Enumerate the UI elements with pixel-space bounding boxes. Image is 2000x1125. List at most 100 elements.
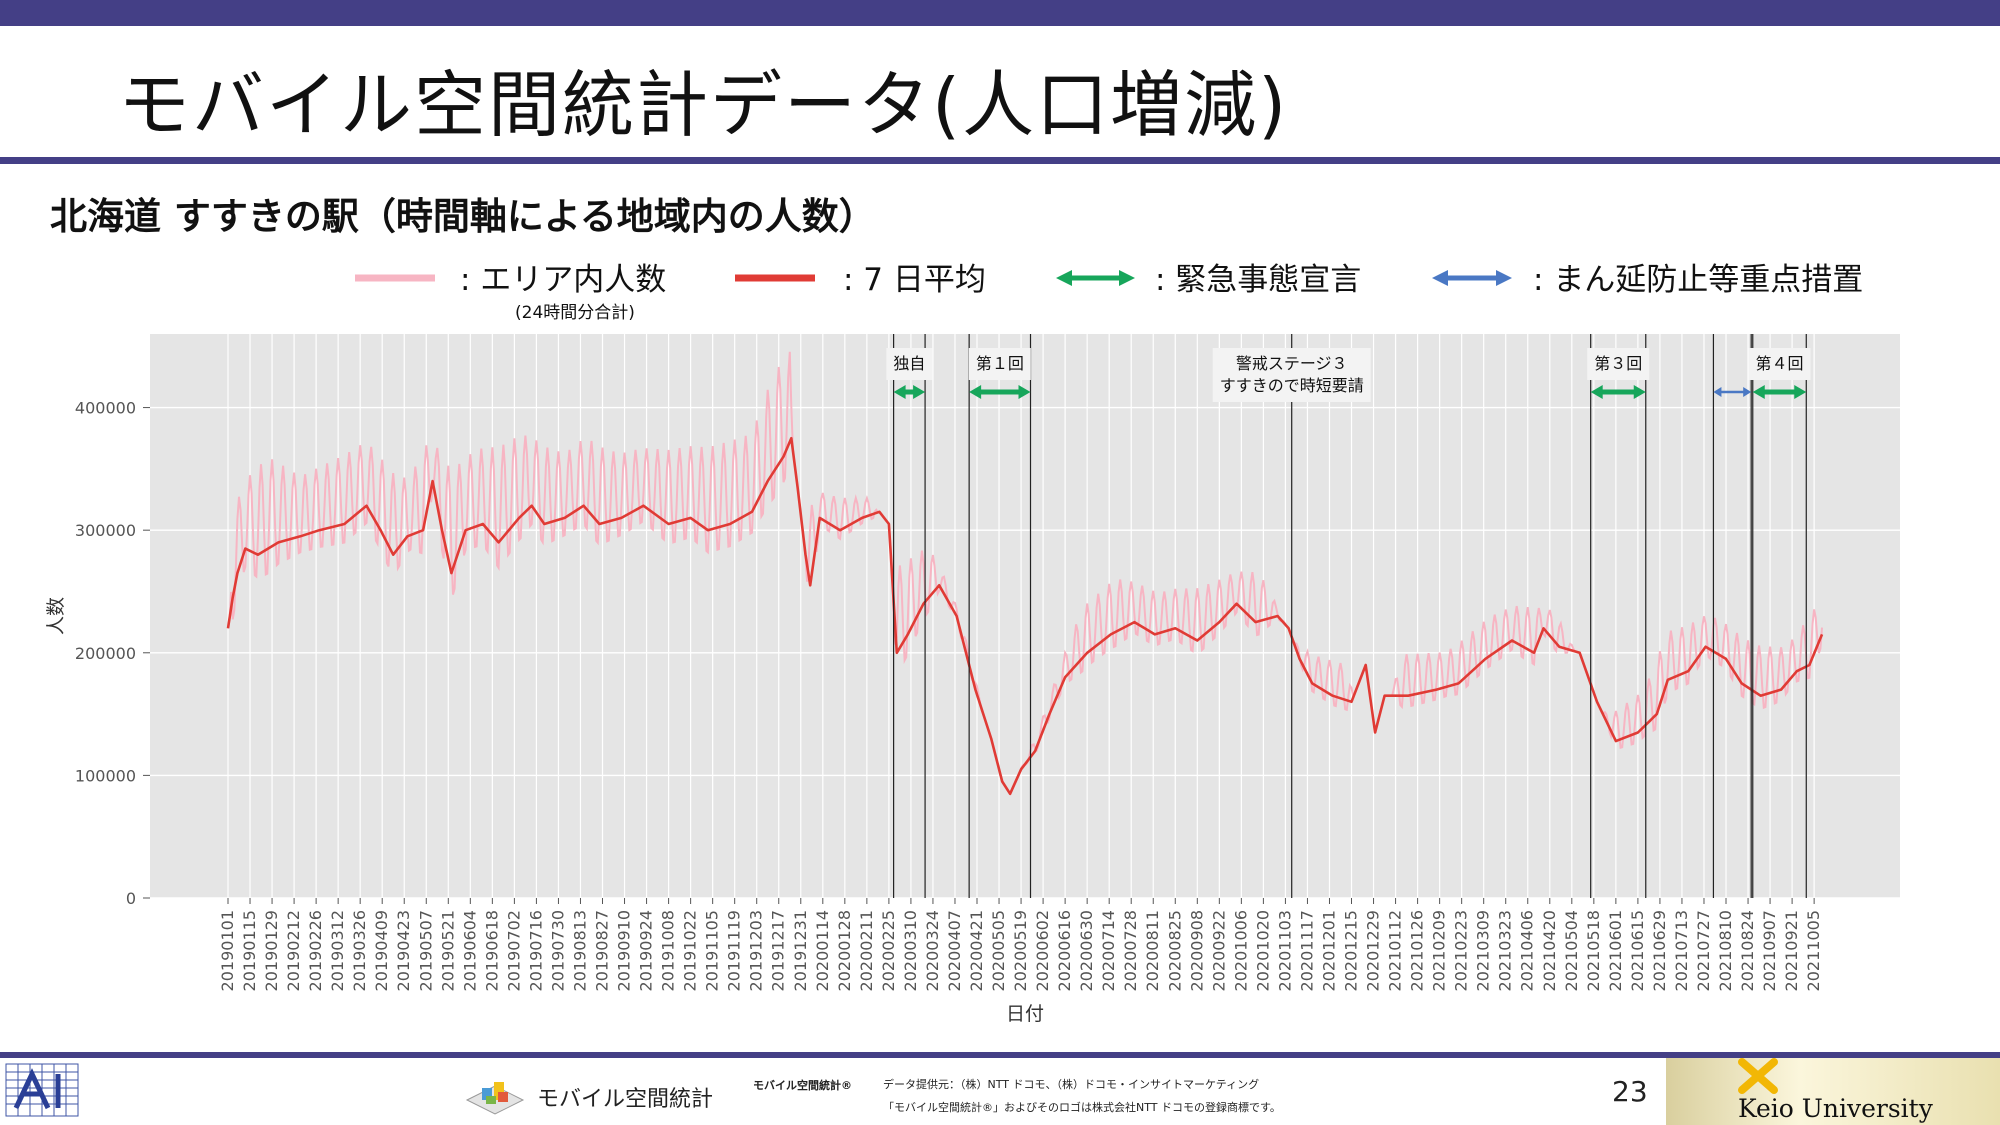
x-tick-label: 20190827 xyxy=(593,910,612,991)
x-tick-label: 20210406 xyxy=(1518,910,1537,991)
x-tick-label: 20210126 xyxy=(1408,910,1427,991)
x-axis: 20190101 20190115 20190129 20190212 20190226… xyxy=(218,898,1823,991)
mobile-logo-small-text: モバイル空間統計® xyxy=(753,1079,852,1092)
x-tick-label: 20190101 xyxy=(218,910,237,991)
x-tick-label: 20190409 xyxy=(372,910,391,991)
legend-avg-label: : 7 日平均 xyxy=(843,262,986,298)
legend-area-note: (24時間分合計) xyxy=(515,303,635,323)
x-tick-label: 20200310 xyxy=(901,910,920,991)
header-band xyxy=(0,0,2000,26)
x-tick-label: 20190129 xyxy=(262,910,281,991)
y-tick-label: 400000 xyxy=(75,399,136,418)
x-tick-label: 20190618 xyxy=(482,910,501,991)
x-tick-label: 20190115 xyxy=(240,910,259,991)
svg-text:すすきので時短要請: すすきので時短要請 xyxy=(1220,376,1364,395)
event-label: 第４回 xyxy=(1748,348,1811,380)
x-tick-label: 20200908 xyxy=(1187,910,1206,991)
ai-logo-icon xyxy=(5,1063,79,1117)
chart-subtitle: 北海道 すすきの駅（時間軸による地域内の人数） xyxy=(50,195,876,238)
x-tick-label: 20200211 xyxy=(857,910,876,991)
keio-logo: Keio University xyxy=(1666,1058,2000,1125)
x-tick-label: 20200324 xyxy=(923,910,942,991)
legend-emergency-label: : 緊急事態宣言 xyxy=(1155,262,1361,298)
page-number: 23 xyxy=(1612,1075,1648,1108)
x-tick-label: 20190730 xyxy=(548,910,567,991)
mobile-stats-logo: モバイル空間統計 xyxy=(465,1082,713,1115)
emergency-period-arrow xyxy=(1752,385,1807,399)
svg-text:第１回: 第１回 xyxy=(976,354,1024,373)
y-axis-label: 人数 xyxy=(45,597,67,635)
x-tick-label: 20191105 xyxy=(703,910,722,991)
x-axis-label: 日付 xyxy=(1006,1003,1044,1025)
x-tick-label: 20190716 xyxy=(526,910,545,991)
x-tick-label: 20190212 xyxy=(284,910,303,991)
emergency-period-arrow xyxy=(969,385,1031,399)
x-tick-label: 20190604 xyxy=(460,910,479,991)
x-tick-label: 20201215 xyxy=(1342,910,1361,991)
slide-title: モバイル空間統計データ(人口増減) xyxy=(118,63,1289,147)
x-tick-label: 20191119 xyxy=(725,910,744,991)
x-tick-label: 20200128 xyxy=(835,910,854,991)
x-tick-label: 20210112 xyxy=(1386,910,1405,991)
svg-text:独自: 独自 xyxy=(893,354,925,373)
x-tick-label: 20210713 xyxy=(1672,910,1691,991)
x-tick-label: 20210309 xyxy=(1474,910,1493,991)
x-tick-label: 20200602 xyxy=(1033,910,1052,991)
x-tick-label: 20200225 xyxy=(879,910,898,991)
x-tick-label: 20190702 xyxy=(504,910,523,991)
x-tick-label: 20190326 xyxy=(350,910,369,991)
x-tick-label: 20191008 xyxy=(659,910,678,991)
x-tick-label: 20200714 xyxy=(1099,910,1118,991)
x-tick-label: 20190813 xyxy=(570,910,589,991)
x-tick-label: 20210504 xyxy=(1562,910,1581,991)
title-divider xyxy=(0,157,2000,164)
x-tick-label: 20200114 xyxy=(813,910,832,991)
y-tick-label: 0 xyxy=(126,889,136,908)
svg-text:第４回: 第４回 xyxy=(1756,354,1804,373)
x-tick-label: 20200922 xyxy=(1209,910,1228,991)
x-tick-label: 20191217 xyxy=(769,910,788,991)
x-tick-label: 20201006 xyxy=(1231,910,1250,991)
emergency-period-arrow xyxy=(893,385,926,399)
x-tick-label: 20190423 xyxy=(394,910,413,991)
x-tick-label: 20201020 xyxy=(1253,910,1272,991)
y-axis: 0 100000 200000 300000 400000 xyxy=(75,399,150,908)
events-layer: 独自 第１回 警戒ステージ３ すすきので時短要請 第３回 第４回 xyxy=(886,334,1811,898)
cube-logo-icon xyxy=(465,1082,525,1115)
x-tick-label: 20210601 xyxy=(1606,910,1625,991)
priority-period-arrow xyxy=(1713,387,1752,397)
x-tick-label: 20200811 xyxy=(1143,910,1162,991)
event-label: 第１回 xyxy=(968,348,1031,380)
x-tick-label: 20200825 xyxy=(1165,910,1184,991)
event-label: 第３回 xyxy=(1587,348,1650,380)
trademark-note: 「モバイル空間統計®」およびそのロゴは株式会社NTT ドコモの登録商標です。 xyxy=(883,1101,1281,1114)
footer-divider xyxy=(0,1052,2000,1058)
legend-priority-arrow xyxy=(1432,270,1512,286)
x-tick-label: 20210223 xyxy=(1452,910,1471,991)
event-label: 警戒ステージ３ すすきので時短要請 xyxy=(1212,348,1371,402)
x-tick-label: 20200519 xyxy=(1011,910,1030,991)
legend-area-label: : エリア内人数 xyxy=(460,262,666,298)
y-tick-label: 200000 xyxy=(75,644,136,663)
plot-panel xyxy=(150,334,1900,898)
y-tick-label: 300000 xyxy=(75,521,136,540)
x-tick-label: 20210420 xyxy=(1540,910,1559,991)
x-tick-label: 20190226 xyxy=(306,910,325,991)
series-layer xyxy=(226,351,1824,796)
x-tick-label: 20211005 xyxy=(1804,910,1823,991)
x-tick-label: 20210727 xyxy=(1694,910,1713,991)
x-tick-label: 20190312 xyxy=(328,910,347,991)
x-tick-label: 20210518 xyxy=(1584,910,1603,991)
legend-emergency-arrow xyxy=(1056,270,1135,286)
x-tick-label: 20201201 xyxy=(1319,910,1338,991)
x-tick-label: 20201117 xyxy=(1297,910,1316,991)
x-tick-label: 20210629 xyxy=(1650,910,1669,991)
x-tick-label: 20190507 xyxy=(416,910,435,991)
legend-priority-label: : まん延防止等重点措置 xyxy=(1533,262,1863,298)
x-tick-label: 20201229 xyxy=(1364,910,1383,991)
mobile-logo-text: モバイル空間統計 xyxy=(537,1087,713,1112)
population-chart: : エリア内人数 (24時間分合計) : 7 日平均 : 緊急事態宣言 : まん… xyxy=(45,262,1900,1025)
x-tick-label: 20200616 xyxy=(1055,910,1074,991)
y-tick-label: 100000 xyxy=(75,766,136,785)
series-avg-line xyxy=(226,436,1824,796)
